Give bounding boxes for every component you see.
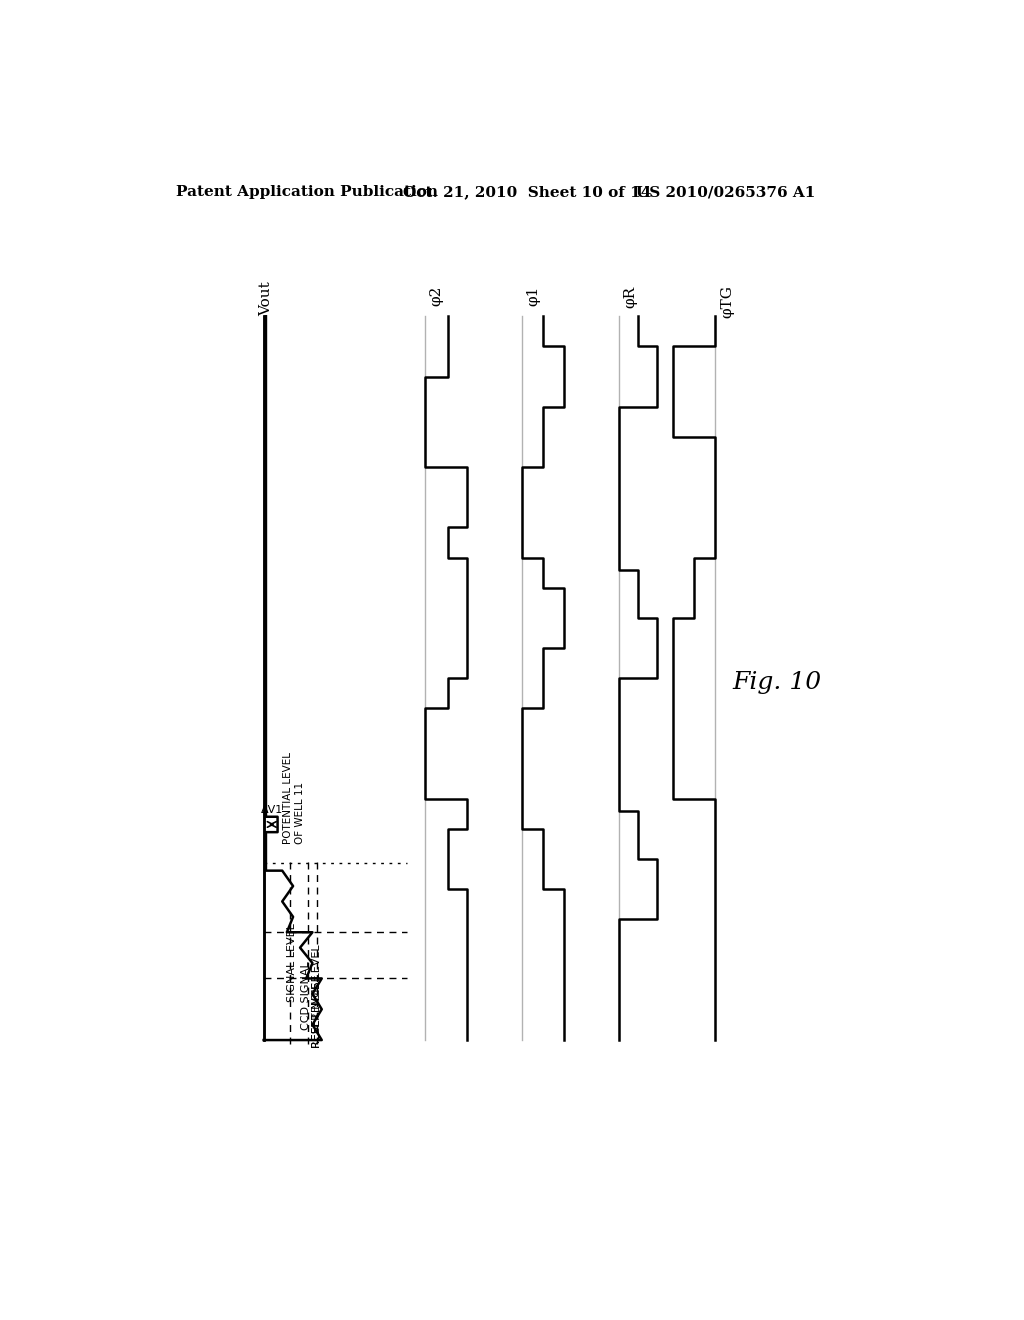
Text: Patent Application Publication: Patent Application Publication [176,185,438,199]
Text: φTG: φTG [720,285,734,318]
Text: SIGNAL LEVEL: SIGNAL LEVEL [287,923,297,1002]
Text: φR: φR [624,285,637,308]
Text: US 2010/0265376 A1: US 2010/0265376 A1 [636,185,815,199]
Text: Vout: Vout [259,281,273,317]
Text: RESET NOISE: RESET NOISE [312,974,323,1048]
Text: ΔV1: ΔV1 [261,805,283,816]
Text: Oct. 21, 2010  Sheet 10 of 14: Oct. 21, 2010 Sheet 10 of 14 [403,185,651,199]
Text: CCD SIGNAL
REFERENCE LEVEL: CCD SIGNAL REFERENCE LEVEL [301,944,323,1048]
Text: POTENTIAL LEVEL
OF WELL 11: POTENTIAL LEVEL OF WELL 11 [283,751,304,843]
Text: φ2: φ2 [429,285,443,306]
Text: φ1: φ1 [526,285,541,306]
Text: Fig. 10: Fig. 10 [732,671,821,693]
